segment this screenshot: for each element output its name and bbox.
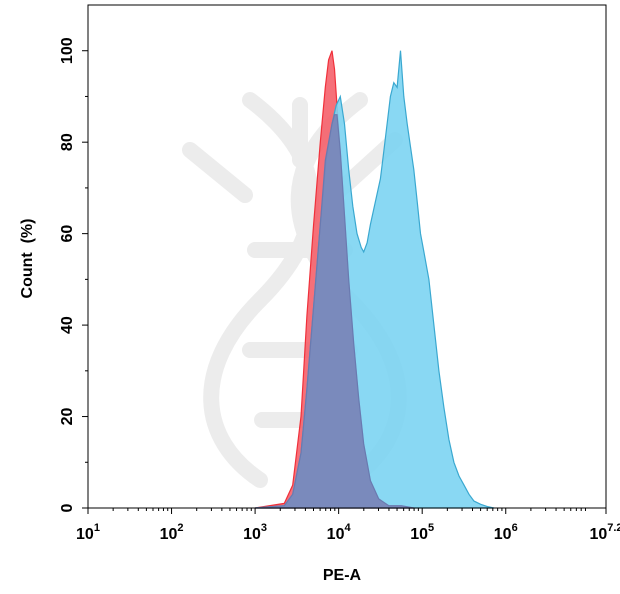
plot-frame — [87, 4, 607, 509]
x-tick-label-0: 101 — [76, 522, 100, 543]
series-area-2 — [255, 50, 495, 509]
x-axis: 101 102 103 104 105 106 107.2 — [76, 508, 620, 543]
y-axis-title: Count (%) — [19, 219, 36, 299]
x-tick-label-3: 104 — [327, 522, 352, 543]
y-tick-label-1: 20 — [59, 408, 76, 426]
y-tick-label-3: 60 — [59, 225, 76, 243]
y-axis: 0 20 40 60 80 100 — [59, 37, 88, 512]
x-axis-title: PE-A — [323, 567, 362, 584]
x-tick-label-5: 106 — [494, 522, 518, 543]
y-tick-label-5: 100 — [59, 37, 76, 64]
histogram-series — [255, 50, 495, 509]
series-area-3 — [255, 114, 414, 509]
y-tick-label-4: 80 — [59, 133, 76, 151]
y-tick-label-0: 0 — [59, 503, 76, 512]
x-tick-label-2: 103 — [243, 522, 267, 543]
x-tick-label-4: 105 — [410, 522, 434, 543]
x-tick-label-1: 102 — [160, 522, 184, 543]
x-tick-label-6: 107.2 — [589, 522, 620, 543]
y-tick-label-2: 40 — [59, 316, 76, 334]
